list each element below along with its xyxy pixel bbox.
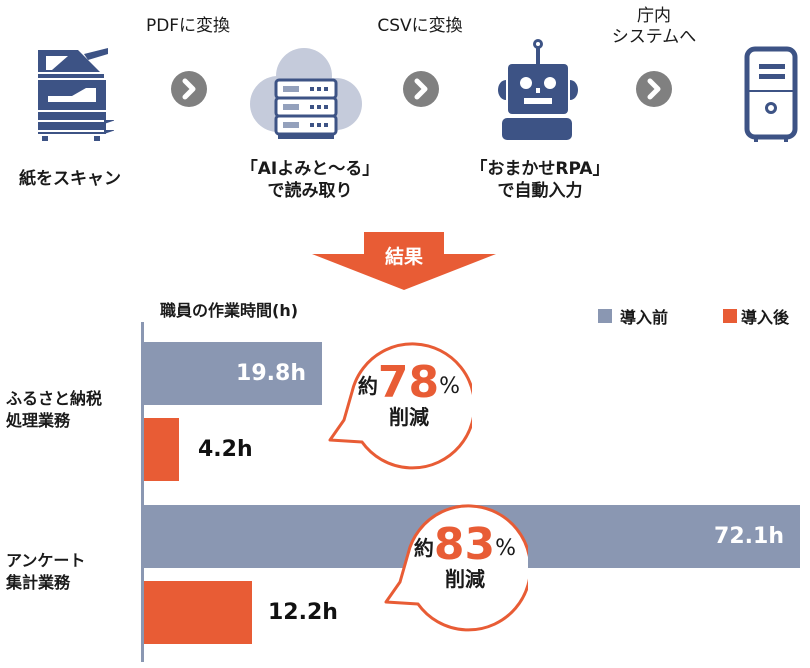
transition-label-line: CSVに変換 [377, 16, 463, 36]
step-label-scan: 紙をスキャン [0, 168, 140, 190]
robot-icon [492, 38, 582, 140]
bar-furusato-after [144, 418, 179, 481]
transition-label-system: 庁内 システムへ [594, 6, 714, 48]
legend-swatch-before [598, 309, 612, 323]
pc-tower-icon [744, 46, 800, 144]
legend-after: 導入後 [723, 304, 789, 328]
bar-value-label: 12.2h [268, 600, 338, 625]
reduction-percent-value: 78 [377, 357, 440, 408]
reduction-speech-bubble [328, 342, 472, 470]
bar-value-label: 72.1h [714, 524, 784, 549]
bar-furusato-before: 19.8h [144, 342, 322, 405]
step-label-rpa: 「おまかせRPA」 で自動入力 [450, 158, 630, 202]
transition-label-csv: CSVに変換 [360, 16, 480, 37]
bar-survey-after [144, 581, 252, 644]
reduction-prefix: 約 [413, 536, 434, 560]
reduction-percent-line: 約78% [354, 360, 464, 410]
step-label-line: で読み取り [267, 181, 353, 201]
transition-label-line: PDFに変換 [145, 16, 231, 36]
cloud-server-icon [246, 46, 366, 146]
chart-axis [141, 322, 144, 662]
legend-swatch-after [723, 309, 737, 323]
chevron-right-icon [636, 71, 672, 107]
result-down-arrow-icon [312, 232, 496, 290]
legend-label-before: 導入前 [620, 308, 669, 327]
reduction-percent-unit: % [439, 374, 461, 399]
reduction-percent-unit: % [495, 536, 517, 561]
reduction-suffix: 削減 [445, 567, 485, 591]
chart-title: 職員の作業時間(h) [160, 301, 299, 320]
step-label-line: 「おまかせRPA」 [470, 159, 610, 179]
category-label-line: ふるさと納税 [6, 389, 103, 408]
step-label-line: 紙をスキャン [19, 169, 121, 189]
chevron-right-icon [171, 71, 207, 107]
category-label-line: 集計業務 [6, 573, 71, 592]
transition-label-line: システムへ [611, 27, 697, 47]
step-label-line: で自動入力 [497, 181, 583, 201]
reduction-percent-value: 83 [433, 519, 496, 570]
transition-label-line: 庁内 [637, 6, 671, 26]
step-label-line: 「AIよみと～る」 [240, 159, 380, 179]
step-label-ai-ocr: 「AIよみと～る」 で読み取り [220, 158, 400, 202]
category-label-survey: アンケート 集計業務 [6, 550, 85, 594]
category-label-furusato: ふるさと納税 処理業務 [6, 388, 102, 432]
bar-value-label: 19.8h [236, 361, 306, 386]
bar-value-label: 4.2h [198, 437, 253, 462]
transition-label-pdf: PDFに変換 [128, 16, 248, 37]
reduction-prefix: 約 [357, 374, 378, 398]
chevron-right-icon [403, 71, 439, 107]
legend-label-after: 導入後 [741, 308, 790, 327]
category-label-line: アンケート [6, 551, 86, 570]
reduction-percent-line: 約83% [410, 522, 520, 572]
reduction-speech-bubble [384, 504, 528, 632]
reduction-suffix: 削減 [389, 405, 429, 429]
copier-scanner-icon [28, 44, 116, 142]
reduction-text-survey: 約83% 削減 [410, 522, 520, 591]
result-banner-label: 結果 [384, 246, 423, 268]
legend-before: 導入前 [598, 304, 668, 328]
reduction-text-furusato: 約78% 削減 [354, 360, 464, 429]
category-label-line: 処理業務 [6, 411, 71, 430]
